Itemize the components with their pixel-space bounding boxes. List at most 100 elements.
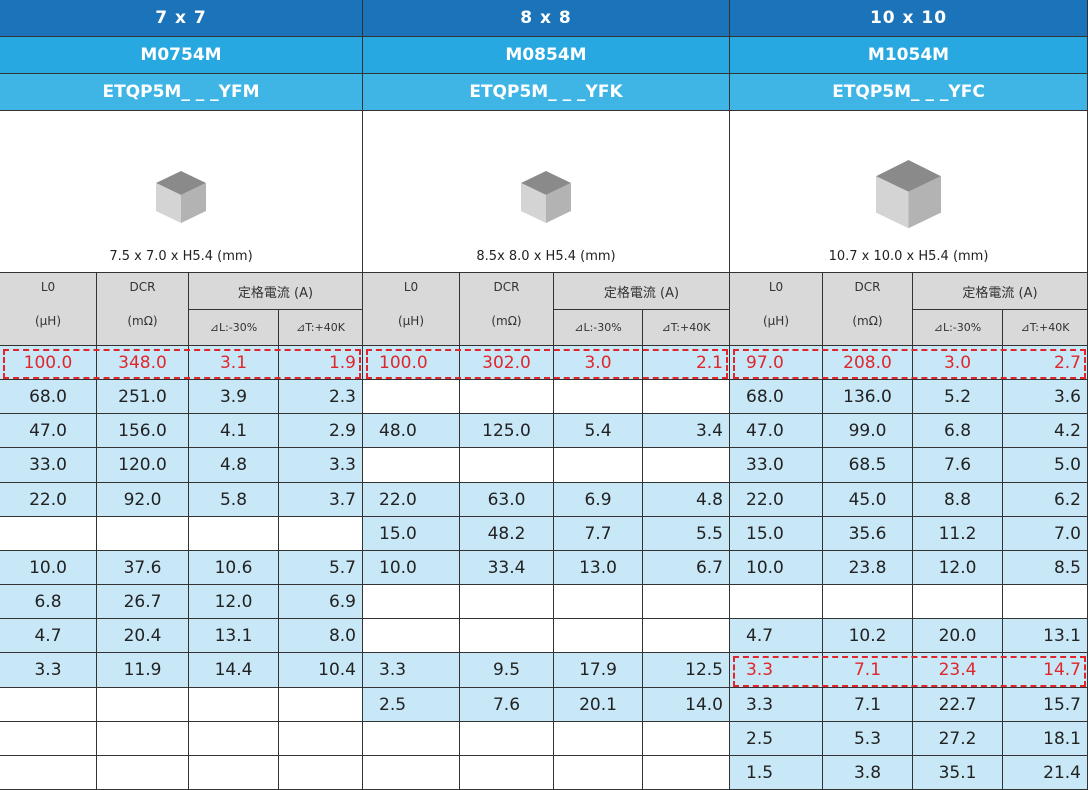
data-cell: 156.0	[97, 414, 189, 448]
data-cell: 3.4	[643, 414, 730, 448]
data-cell: 20.1	[554, 688, 643, 722]
data-cell: 3.9	[189, 380, 279, 414]
cube-face	[876, 160, 941, 193]
data-cell: 23.4	[913, 653, 1003, 688]
empty-cell	[363, 448, 460, 483]
data-cell: 10.0	[0, 551, 97, 585]
data-cell: 48.0	[363, 414, 460, 448]
data-cell: 68.5	[823, 448, 913, 483]
data-cell: 251.0	[97, 380, 189, 414]
col-current: 定格電流 (A)	[554, 273, 730, 310]
size-header: 10 x 10	[730, 0, 1088, 37]
empty-cell	[363, 380, 460, 414]
data-cell: 7.6	[913, 448, 1003, 483]
data-cell: 9.5	[460, 653, 554, 688]
data-cell: 27.2	[913, 722, 1003, 756]
data-cell: 4.8	[643, 483, 730, 517]
col-dcr: DCR (mΩ)	[97, 273, 189, 346]
empty-cell	[0, 722, 97, 756]
data-cell: 4.2	[1003, 414, 1088, 448]
component-image	[521, 171, 571, 223]
col-label: L0	[403, 280, 419, 294]
data-cell: 7.7	[554, 517, 643, 551]
empty-cell	[279, 756, 363, 790]
empty-cell	[554, 585, 643, 619]
col-unit: (mΩ)	[852, 314, 883, 328]
data-cell: 10.6	[189, 551, 279, 585]
data-cell: 8.5	[1003, 551, 1088, 585]
col-dl: ⊿L:-30%	[189, 310, 279, 346]
data-cell: 2.1	[643, 346, 730, 380]
empty-cell	[189, 688, 279, 722]
data-cell: 3.3	[730, 688, 823, 722]
data-cell: 10.2	[823, 619, 913, 653]
empty-cell	[643, 756, 730, 790]
data-cell: 3.1	[189, 346, 279, 380]
empty-cell	[554, 448, 643, 483]
data-cell: 2.5	[363, 688, 460, 722]
data-cell: 47.0	[730, 414, 823, 448]
empty-cell	[460, 756, 554, 790]
data-cell: 4.7	[0, 619, 97, 653]
component-image	[156, 171, 206, 223]
data-cell: 15.0	[730, 517, 823, 551]
data-cell: 125.0	[460, 414, 554, 448]
data-cell: 33.0	[730, 448, 823, 483]
data-cell: 63.0	[460, 483, 554, 517]
col-unit: (μH)	[762, 314, 790, 328]
data-cell: 100.0	[363, 346, 460, 380]
part-header: ETQP5M_ _ _YFC	[730, 74, 1088, 111]
col-dt: ⊿T:+40K	[279, 310, 363, 346]
data-cell: 3.7	[279, 483, 363, 517]
data-cell: 7.6	[460, 688, 554, 722]
empty-cell	[643, 722, 730, 756]
data-cell: 5.3	[823, 722, 913, 756]
empty-cell	[460, 619, 554, 653]
data-cell: 3.8	[823, 756, 913, 790]
data-cell: 3.3	[279, 448, 363, 483]
col-unit: (mΩ)	[491, 314, 522, 328]
empty-cell	[97, 517, 189, 551]
data-cell: 11.9	[97, 653, 189, 688]
empty-cell	[554, 619, 643, 653]
dimensions: 8.5x 8.0 x H5.4 (mm)	[476, 249, 616, 264]
data-cell: 5.0	[1003, 448, 1088, 483]
data-cell: 47.0	[0, 414, 97, 448]
data-cell: 10.0	[730, 551, 823, 585]
empty-cell	[460, 585, 554, 619]
cube-face	[181, 183, 206, 223]
data-cell: 6.9	[554, 483, 643, 517]
data-cell: 7.1	[823, 688, 913, 722]
data-cell: 13.0	[554, 551, 643, 585]
empty-cell	[554, 380, 643, 414]
model-header: M0754M	[0, 37, 363, 74]
data-cell: 8.8	[913, 483, 1003, 517]
data-cell: 68.0	[730, 380, 823, 414]
cube-face	[546, 183, 571, 223]
data-cell: 33.4	[460, 551, 554, 585]
data-cell: 100.0	[0, 346, 97, 380]
model-header: M1054M	[730, 37, 1088, 74]
empty-cell	[363, 722, 460, 756]
col-label: L0	[768, 280, 784, 294]
data-cell: 3.3	[0, 653, 97, 688]
col-current: 定格電流 (A)	[189, 273, 363, 310]
data-cell: 97.0	[730, 346, 823, 380]
empty-cell	[460, 380, 554, 414]
data-cell: 6.9	[279, 585, 363, 619]
empty-cell	[913, 585, 1003, 619]
data-cell: 17.9	[554, 653, 643, 688]
empty-cell	[1003, 585, 1088, 619]
col-dcr: DCR (mΩ)	[823, 273, 913, 346]
data-cell: 2.5	[730, 722, 823, 756]
data-cell: 45.0	[823, 483, 913, 517]
data-cell: 3.3	[363, 653, 460, 688]
empty-cell	[0, 517, 97, 551]
data-cell: 99.0	[823, 414, 913, 448]
empty-cell	[643, 380, 730, 414]
data-cell: 10.0	[363, 551, 460, 585]
empty-cell	[643, 619, 730, 653]
col-dt: ⊿T:+40K	[643, 310, 730, 346]
data-cell: 6.8	[0, 585, 97, 619]
data-cell: 3.0	[554, 346, 643, 380]
